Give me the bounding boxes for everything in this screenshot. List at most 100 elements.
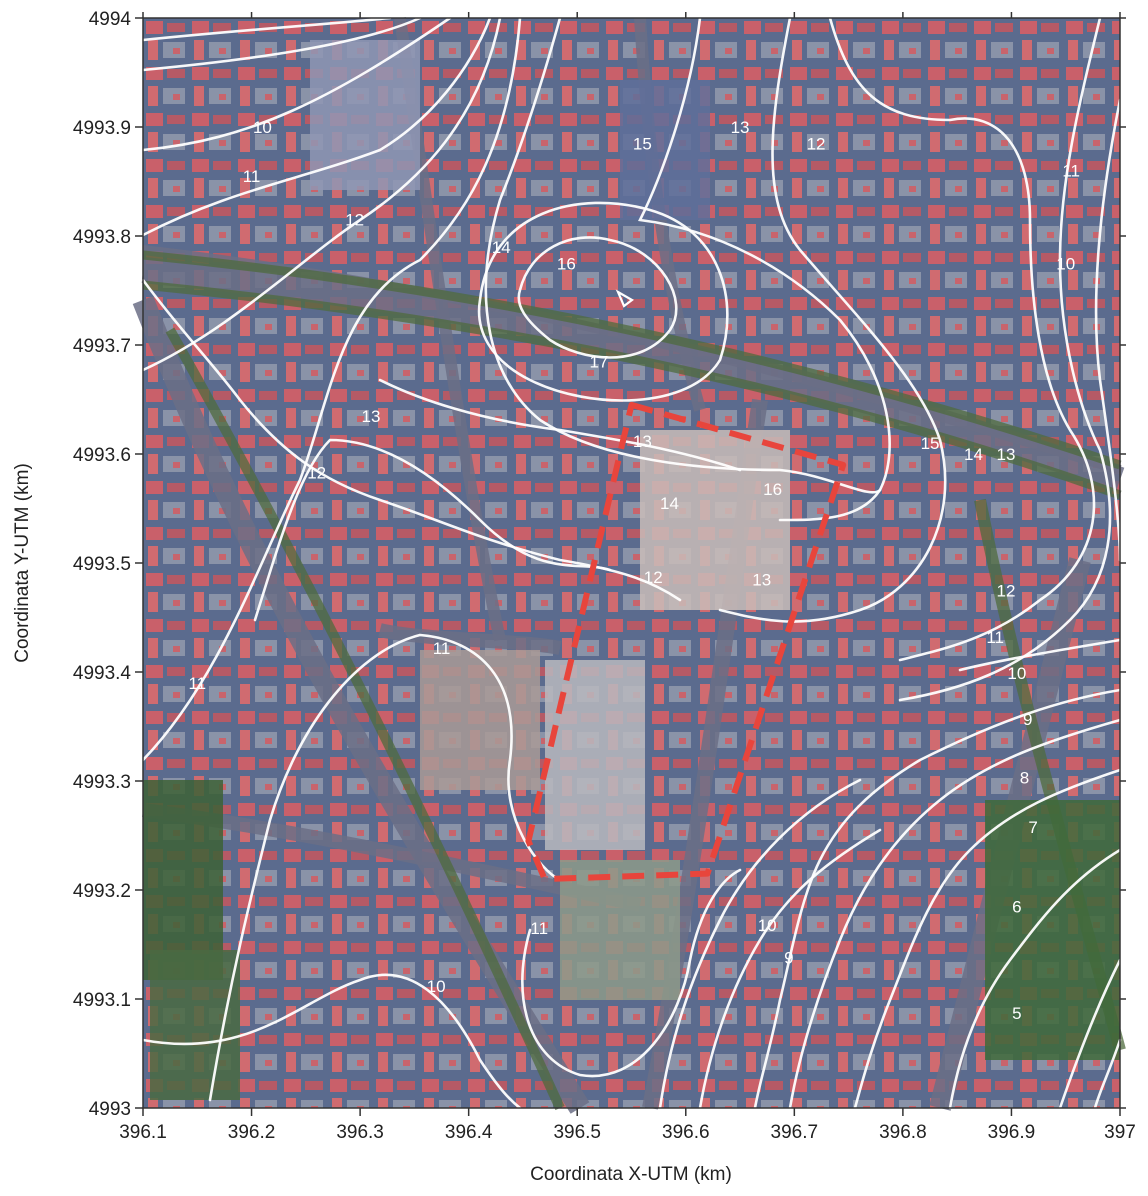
contour-label: 5 [1012, 1004, 1021, 1023]
contour-label: 10 [758, 916, 777, 935]
contour-line [141, 16, 422, 72]
contour-label: 10 [1007, 664, 1026, 683]
x-tick-label: 396.7 [771, 1122, 819, 1143]
y-tick-label: 4993.7 [73, 336, 131, 357]
contour-line [788, 718, 1122, 1110]
contour-line [1094, 98, 1122, 562]
y-tick-label: 4993.6 [73, 445, 131, 466]
contour-line [141, 16, 522, 762]
contour-label: 10 [427, 977, 446, 996]
y-tick-label: 4993.9 [73, 118, 131, 139]
y-axis-ticks: 4993 4993.1 4993.2 4993.3 4993.4 4993.5 4993.6… [73, 9, 1126, 1120]
y-axis-title: Coordinata Y-UTM (km) [12, 463, 33, 663]
contour-label: 6 [1012, 897, 1021, 916]
x-tick-label: 396.1 [119, 1122, 167, 1143]
contour-label: 13 [752, 570, 771, 589]
contour-line [141, 16, 492, 237]
contour-label: 11 [243, 167, 261, 186]
open-area [310, 40, 420, 190]
open-area [985, 800, 1120, 1060]
x-tick-label: 396.8 [879, 1122, 927, 1143]
contour-line [477, 201, 729, 402]
contour-line [517, 236, 678, 359]
y-tick-label: 4993.2 [73, 881, 131, 902]
contour-line [141, 16, 392, 42]
contour-line [898, 16, 1112, 702]
contour-label: 11 [188, 674, 206, 693]
x-tick-label: 396.9 [988, 1122, 1036, 1143]
open-area [545, 660, 645, 850]
contour-label: 12 [345, 211, 364, 230]
contour-lines [141, 16, 1122, 1110]
x-tick-label: 396.4 [445, 1122, 493, 1143]
contour-label: 14 [964, 445, 983, 464]
contour-line [948, 848, 1122, 1110]
site-boundary [525, 401, 847, 883]
contour-label: 17 [589, 352, 608, 371]
contour-line [141, 973, 522, 1110]
contour-line [141, 16, 502, 372]
x-tick-label: 396.3 [336, 1122, 384, 1143]
contour-label: 11 [433, 639, 451, 658]
contour-label: 8 [1020, 769, 1029, 788]
contour-label: 11 [1062, 162, 1080, 181]
road [141, 257, 1125, 493]
contour-label: 12 [807, 134, 826, 153]
contour-line [521, 868, 742, 1078]
contour-label: 13 [997, 445, 1016, 464]
y-tick-label: 4993.3 [73, 772, 131, 793]
contour-line [141, 16, 452, 152]
y-tick-label: 4993.5 [73, 554, 131, 575]
contour-label: 12 [307, 464, 326, 483]
x-tick-label: 397 [1104, 1122, 1136, 1143]
contour-label: 14 [660, 494, 679, 513]
x-axis-ticks: 396.1 396.2 396.3 396.4 396.5 396.6 396.7 396.8… [119, 12, 1136, 1143]
contour-label: 7 [1028, 818, 1037, 837]
contour-label: 10 [253, 118, 272, 137]
contour-label: 16 [557, 254, 576, 273]
open-area [560, 860, 680, 1000]
contour-line [638, 16, 891, 522]
contour-label: 9 [784, 949, 793, 968]
open-area [620, 80, 710, 220]
contour-label: 15 [633, 134, 652, 153]
y-tick-label: 4993.4 [73, 663, 132, 684]
contour-line [1093, 1038, 1122, 1110]
open-area [150, 950, 240, 1100]
contour-line [378, 378, 742, 472]
contour-line [1058, 958, 1122, 1110]
contour-label: 10 [1056, 254, 1075, 273]
contour-line [698, 828, 882, 1110]
contour-line [658, 778, 862, 1110]
open-area [143, 780, 223, 980]
contour-line [853, 768, 1122, 1110]
x-axis-title: Coordinata X-UTM (km) [530, 1164, 732, 1185]
contour-label: 11 [530, 919, 548, 938]
road [378, 623, 562, 655]
x-tick-label: 396.5 [553, 1122, 601, 1143]
contour-label: 11 [986, 628, 1004, 647]
y-tick-label: 4994 [89, 9, 132, 30]
contour-line [141, 278, 682, 602]
contour-label: 12 [997, 581, 1016, 600]
contour-label: 9 [1023, 710, 1032, 729]
contour-line [253, 438, 612, 622]
x-tick-label: 396.6 [662, 1122, 710, 1143]
contour-line [753, 688, 1122, 1110]
contour-line [484, 16, 882, 494]
y-tick-label: 4993.1 [73, 990, 131, 1011]
contour-label: 13 [362, 407, 381, 426]
open-area [640, 430, 790, 610]
contour-peak [615, 289, 634, 308]
contour-line [828, 16, 1096, 662]
contour-line [718, 16, 947, 623]
contour-line [208, 633, 562, 1102]
tree-row [165, 327, 565, 1111]
y-tick-label: 4993 [89, 1099, 131, 1120]
contour-label: 13 [731, 118, 750, 137]
contour-line [958, 638, 1122, 672]
contour-label: 16 [763, 480, 782, 499]
